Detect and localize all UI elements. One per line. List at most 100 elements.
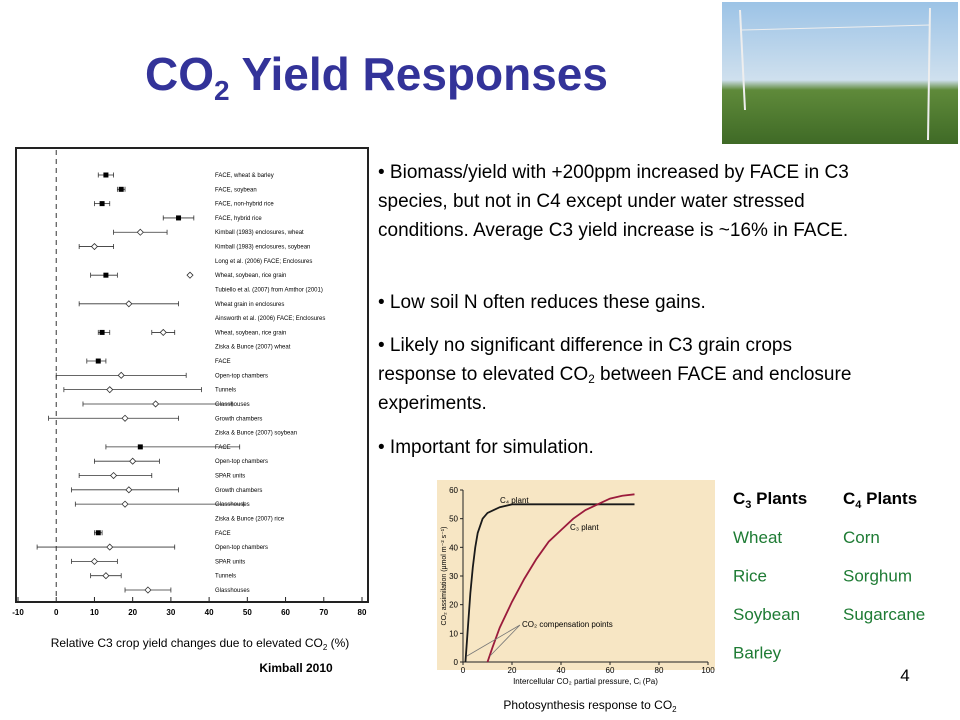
row-label: SPAR units [215,559,245,565]
row-label: Ziska & Bunce (2007) rice [215,516,285,522]
crop-name: Rice [733,567,767,586]
point-open [144,586,152,594]
table-header: C4 Plants [843,489,917,511]
row-label: FACE, non-hybrid rice [215,202,274,208]
table-header: C3 Plants [733,489,807,511]
row-label: Open-top chambers [215,459,268,465]
slide-title: CO2 Yield Responses [145,48,608,106]
y-tick-label: 10 [449,629,458,638]
x-tick-label: 0 [54,608,59,617]
x-tick-label: 40 [557,666,566,675]
series-label: C₃ plant [570,523,599,532]
x-tick-label: 80 [655,666,664,675]
point-open [90,557,99,565]
x-axis-label: Intercellular CO₂ partial pressure, Cᵢ (… [513,677,658,686]
point-filled [99,201,105,207]
row-label: FACE [215,445,231,451]
y-tick-label: 40 [449,543,458,552]
row-label: FACE, wheat & barley [215,173,274,179]
point-open [90,242,99,251]
row-label: Tubiello et al. (2007) from Amthor (2001… [215,287,323,293]
x-tick-label: 100 [701,666,715,675]
point-filled [95,358,101,364]
bullet: • Biomass/yield with +200ppm increased b… [378,162,849,241]
row-label: Kimball (1983) enclosures, wheat [215,230,304,236]
point-open [117,371,125,379]
x-tick-label: 50 [243,608,252,617]
row-label: FACE [215,359,231,365]
photosynthesis-caption: Photosynthesis response to CO2 [503,698,677,714]
row-label: Kimball (1983) enclosures, soybean [215,245,310,251]
photo-poles [739,7,931,141]
y-tick-label: 0 [454,658,459,667]
point-filled [99,329,105,335]
point-open [106,543,114,551]
x-tick-label: -10 [12,608,24,617]
row-label: Wheat, soybean, rice grain [215,273,286,279]
y-tick-label: 60 [449,486,458,495]
x-tick-label: 10 [90,608,99,617]
crop-name: Corn [843,528,880,547]
point-filled [103,272,109,278]
row-label: Wheat, soybean, rice grain [215,330,286,336]
crop-name: Sugarcane [843,605,925,624]
row-label: Growth chambers [215,488,262,494]
y-tick-label: 30 [449,572,458,581]
point-open [152,400,160,408]
row-label: Ziska & Bunce (2007) wheat [215,345,291,351]
row-label: Long et al. (2006) FACE; Enclosures [215,259,312,265]
point-open [121,414,129,422]
row-label: Growth chambers [215,416,262,422]
row-label: Open-top chambers [215,545,268,551]
point-open [186,271,194,279]
crop-name: Sorghum [843,567,912,586]
point-filled [176,215,182,221]
point-filled [103,172,109,178]
row-label: FACE [215,531,231,537]
point-filled [95,530,101,536]
x-tick-label: 60 [606,666,615,675]
crop-name: Soybean [733,605,800,624]
x-tick-label: 80 [358,608,367,617]
crops-table: C3 Plants C4 Plants Wheat Rice Soybean Barl… [733,489,925,663]
point-open [159,328,167,336]
annotation-pointer [466,624,521,657]
row-label: Ainsworth et al. (2006) FACE; Enclosures [215,316,325,322]
bullet: • Important for simulation. [378,437,594,458]
row-label: Glasshouses [215,502,250,508]
row-label: Tunnels [215,388,236,394]
x-tick-label: 0 [461,666,466,675]
point-open [129,457,137,465]
point-filled [137,444,143,450]
row-label: Wheat grain in enclosures [215,302,284,308]
annotation: CO₂ compensation points [522,620,613,629]
row-label: Glasshouses [215,588,250,594]
plot-frame [15,147,369,603]
forest-plot: -10 0 10 20 30 40 50 60 70 80 FACE, wheat & barley… [12,147,369,617]
point-filled [118,186,124,192]
y-tick-label: 20 [449,601,458,610]
row-label: FACE, hybrid rice [215,216,262,222]
page-number: 4 [900,666,909,685]
point-open [136,228,144,236]
row-label: FACE, soybean [215,187,257,193]
photosynthesis-chart: 0 20 40 60 80 100 0 10 20 30 40 50 60 Intercellular C… [437,480,715,686]
series-line [464,503,635,663]
y-tick-label: 50 [449,515,458,524]
point-open [121,500,129,508]
series-line [486,493,635,663]
source-caption: Kimball 2010 [259,661,333,675]
crop-name: Wheat [733,528,782,547]
row-label: Open-top chambers [215,373,268,379]
x-tick-label: 30 [166,608,175,617]
x-tick-label: 40 [205,608,214,617]
crop-name: Barley [733,644,782,663]
chart-background [437,480,715,670]
forest-caption: Relative C3 crop yield changes due to el… [51,636,350,652]
row-label: Ziska & Bunce (2007) soybean [215,431,297,437]
x-tick-label: 20 [508,666,517,675]
x-tick-label: 70 [319,608,328,617]
point-open [109,471,118,480]
